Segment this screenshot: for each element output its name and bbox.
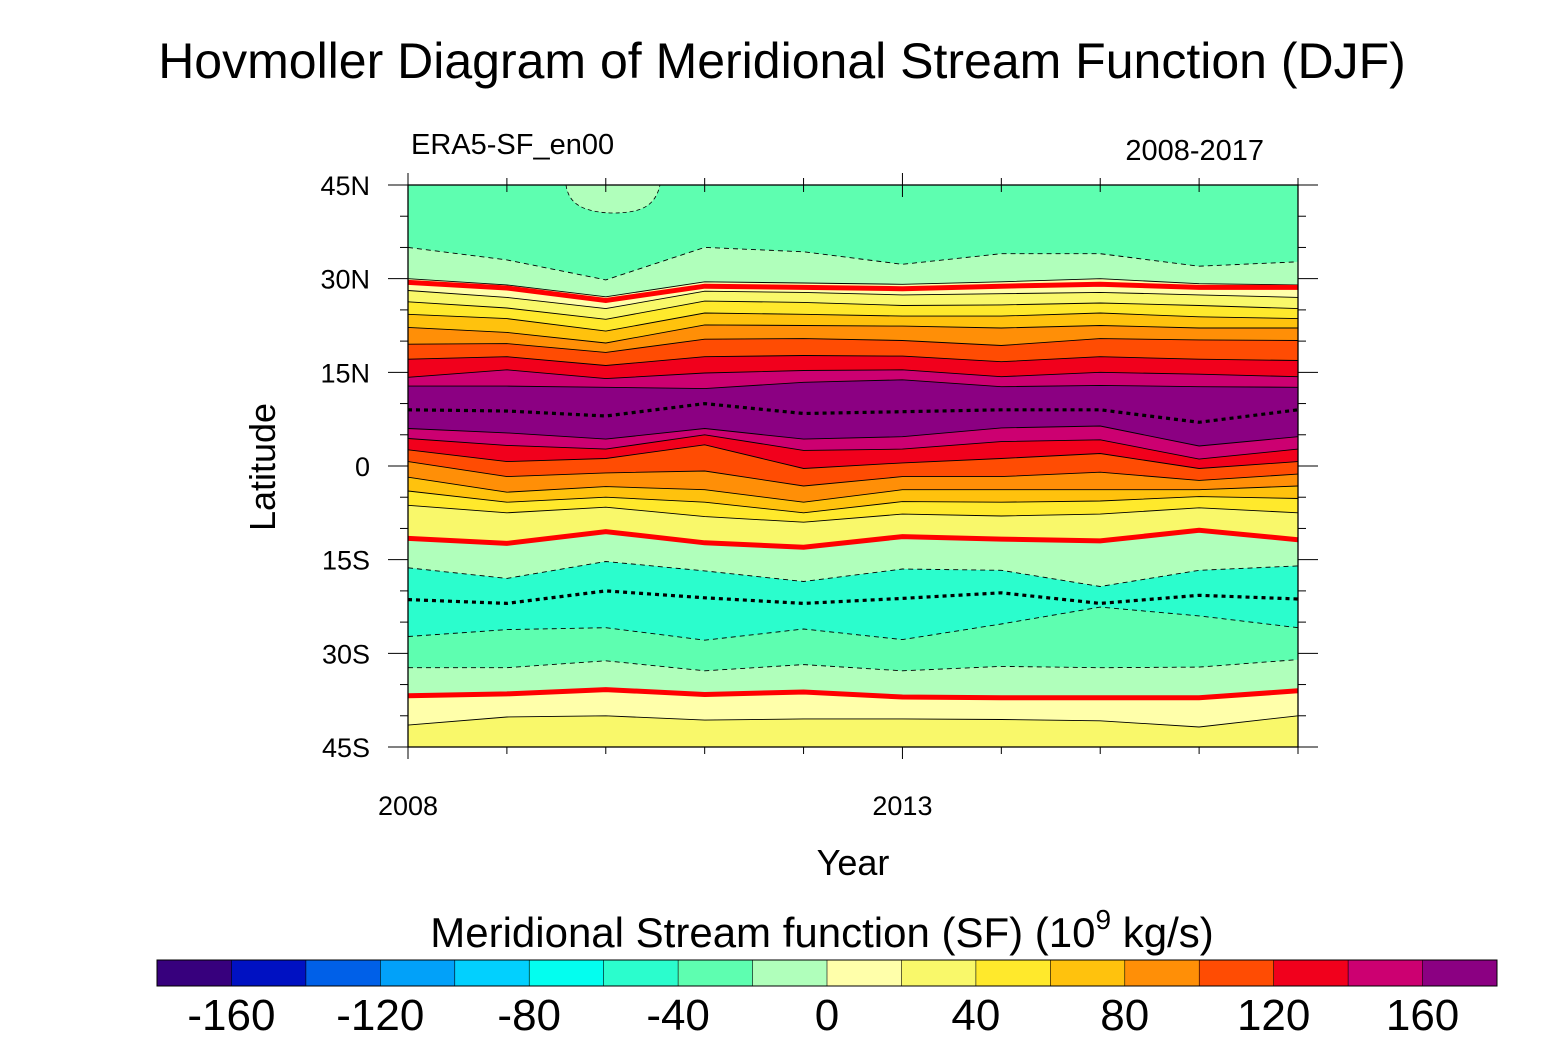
contour-line (408, 338, 1298, 353)
colorbar-tick-label: 40 (951, 991, 1000, 1040)
contour-line (408, 715, 1298, 728)
colorbar-swatch (603, 960, 679, 986)
colorbar-tick-label: -160 (187, 991, 275, 1040)
zero-contour-line (408, 527, 1298, 550)
contour-line (408, 606, 1298, 641)
y-tick-labels: 45N 30N 15N 0 15S 30S 45S (320, 171, 370, 763)
y-tick-label: 45S (322, 733, 370, 763)
colorbar-tick-label: 160 (1386, 991, 1459, 1040)
contour-line (408, 504, 1298, 523)
colorbar-label: Meridional Stream function (SF) (109 kg/… (430, 904, 1214, 956)
contour-line (408, 355, 1298, 366)
colorbar-swatch (529, 960, 605, 986)
contour-line (408, 246, 1298, 281)
contour-line (408, 379, 1298, 390)
left-subtitle: ERA5-SF_en00 (411, 129, 614, 161)
y-tick-label: 15N (320, 358, 370, 388)
right-subtitle: 2008-2017 (1125, 135, 1264, 167)
colorbar-swatch (1422, 960, 1498, 986)
colorbar-label-main: Meridional Stream function (SF) (10 (430, 909, 1095, 956)
zero-contour-line (408, 687, 1298, 701)
contour-line (408, 312, 1298, 332)
colorbar-swatch (1273, 960, 1349, 986)
axis-ticks (388, 173, 1318, 759)
x-tick-labels: 2008 2013 (378, 791, 933, 821)
chart-title: Hovmoller Diagram of Meridional Stream F… (158, 33, 1406, 89)
contour-line (408, 369, 1298, 380)
contour-fills (408, 185, 1298, 747)
colorbar-label-superscript: 9 (1096, 904, 1112, 935)
y-tick-label: 30S (322, 639, 370, 669)
colorbar-tick-label: 120 (1237, 991, 1310, 1040)
colorbar-tick-label: -40 (646, 991, 710, 1040)
contour-line (408, 290, 1298, 310)
contour-lines (408, 246, 1298, 728)
colorbar-swatch (157, 960, 232, 986)
contour-line (408, 425, 1298, 447)
colorbar-swatch (454, 960, 530, 986)
x-axis-label: Year (817, 842, 890, 883)
contour-line (408, 278, 1298, 298)
colorbar (156, 959, 1498, 987)
colorbar-swatch (1348, 960, 1424, 986)
colorbar-swatch (901, 960, 977, 986)
fill-island (565, 185, 661, 214)
colorbar-swatch (678, 960, 754, 986)
x-tick-label: 2013 (872, 791, 932, 821)
contour-line (408, 324, 1298, 344)
contour-line (408, 659, 1298, 672)
colorbar-swatch (752, 960, 828, 986)
colorbar-swatch (1124, 960, 1200, 986)
colorbar-frame (156, 959, 1498, 987)
y-tick-label: 45N (320, 171, 370, 201)
colorbar-tick-label: -120 (336, 991, 424, 1040)
y-tick-label: 0 (355, 452, 370, 482)
fill-band (408, 715, 1298, 747)
colorbar-label-end: kg/s) (1111, 909, 1214, 956)
colorbar-tick-label: 0 (815, 991, 839, 1040)
y-tick-label: 15S (322, 546, 370, 576)
contour-line (408, 476, 1298, 503)
plot-area (388, 173, 1318, 759)
contour-line (408, 561, 1298, 587)
colorbar-swatch (305, 960, 381, 986)
x-tick-label: 2008 (378, 791, 438, 821)
colorbar-swatch (1050, 960, 1126, 986)
contour-line (408, 434, 1298, 460)
colorbar-tick-label: 80 (1100, 991, 1149, 1040)
y-axis-label: Latitude (242, 403, 283, 531)
colorbar-swatch (1199, 960, 1275, 986)
contour-line (408, 444, 1298, 469)
colorbar-swatch (231, 960, 307, 986)
zero-contour-line (408, 279, 1298, 304)
contour-line (408, 300, 1298, 320)
contour-line (408, 490, 1298, 514)
colorbar-swatch (380, 960, 456, 986)
colorbar-swatch (975, 960, 1051, 986)
colorbar-tick-labels: -160 -120 -80 -40 0 40 80 120 160 (187, 991, 1459, 1040)
colorbar-tick-label: -80 (497, 991, 561, 1040)
y-tick-label: 30N (320, 265, 370, 295)
colorbar-swatch (827, 960, 902, 986)
contour-line (408, 461, 1298, 487)
